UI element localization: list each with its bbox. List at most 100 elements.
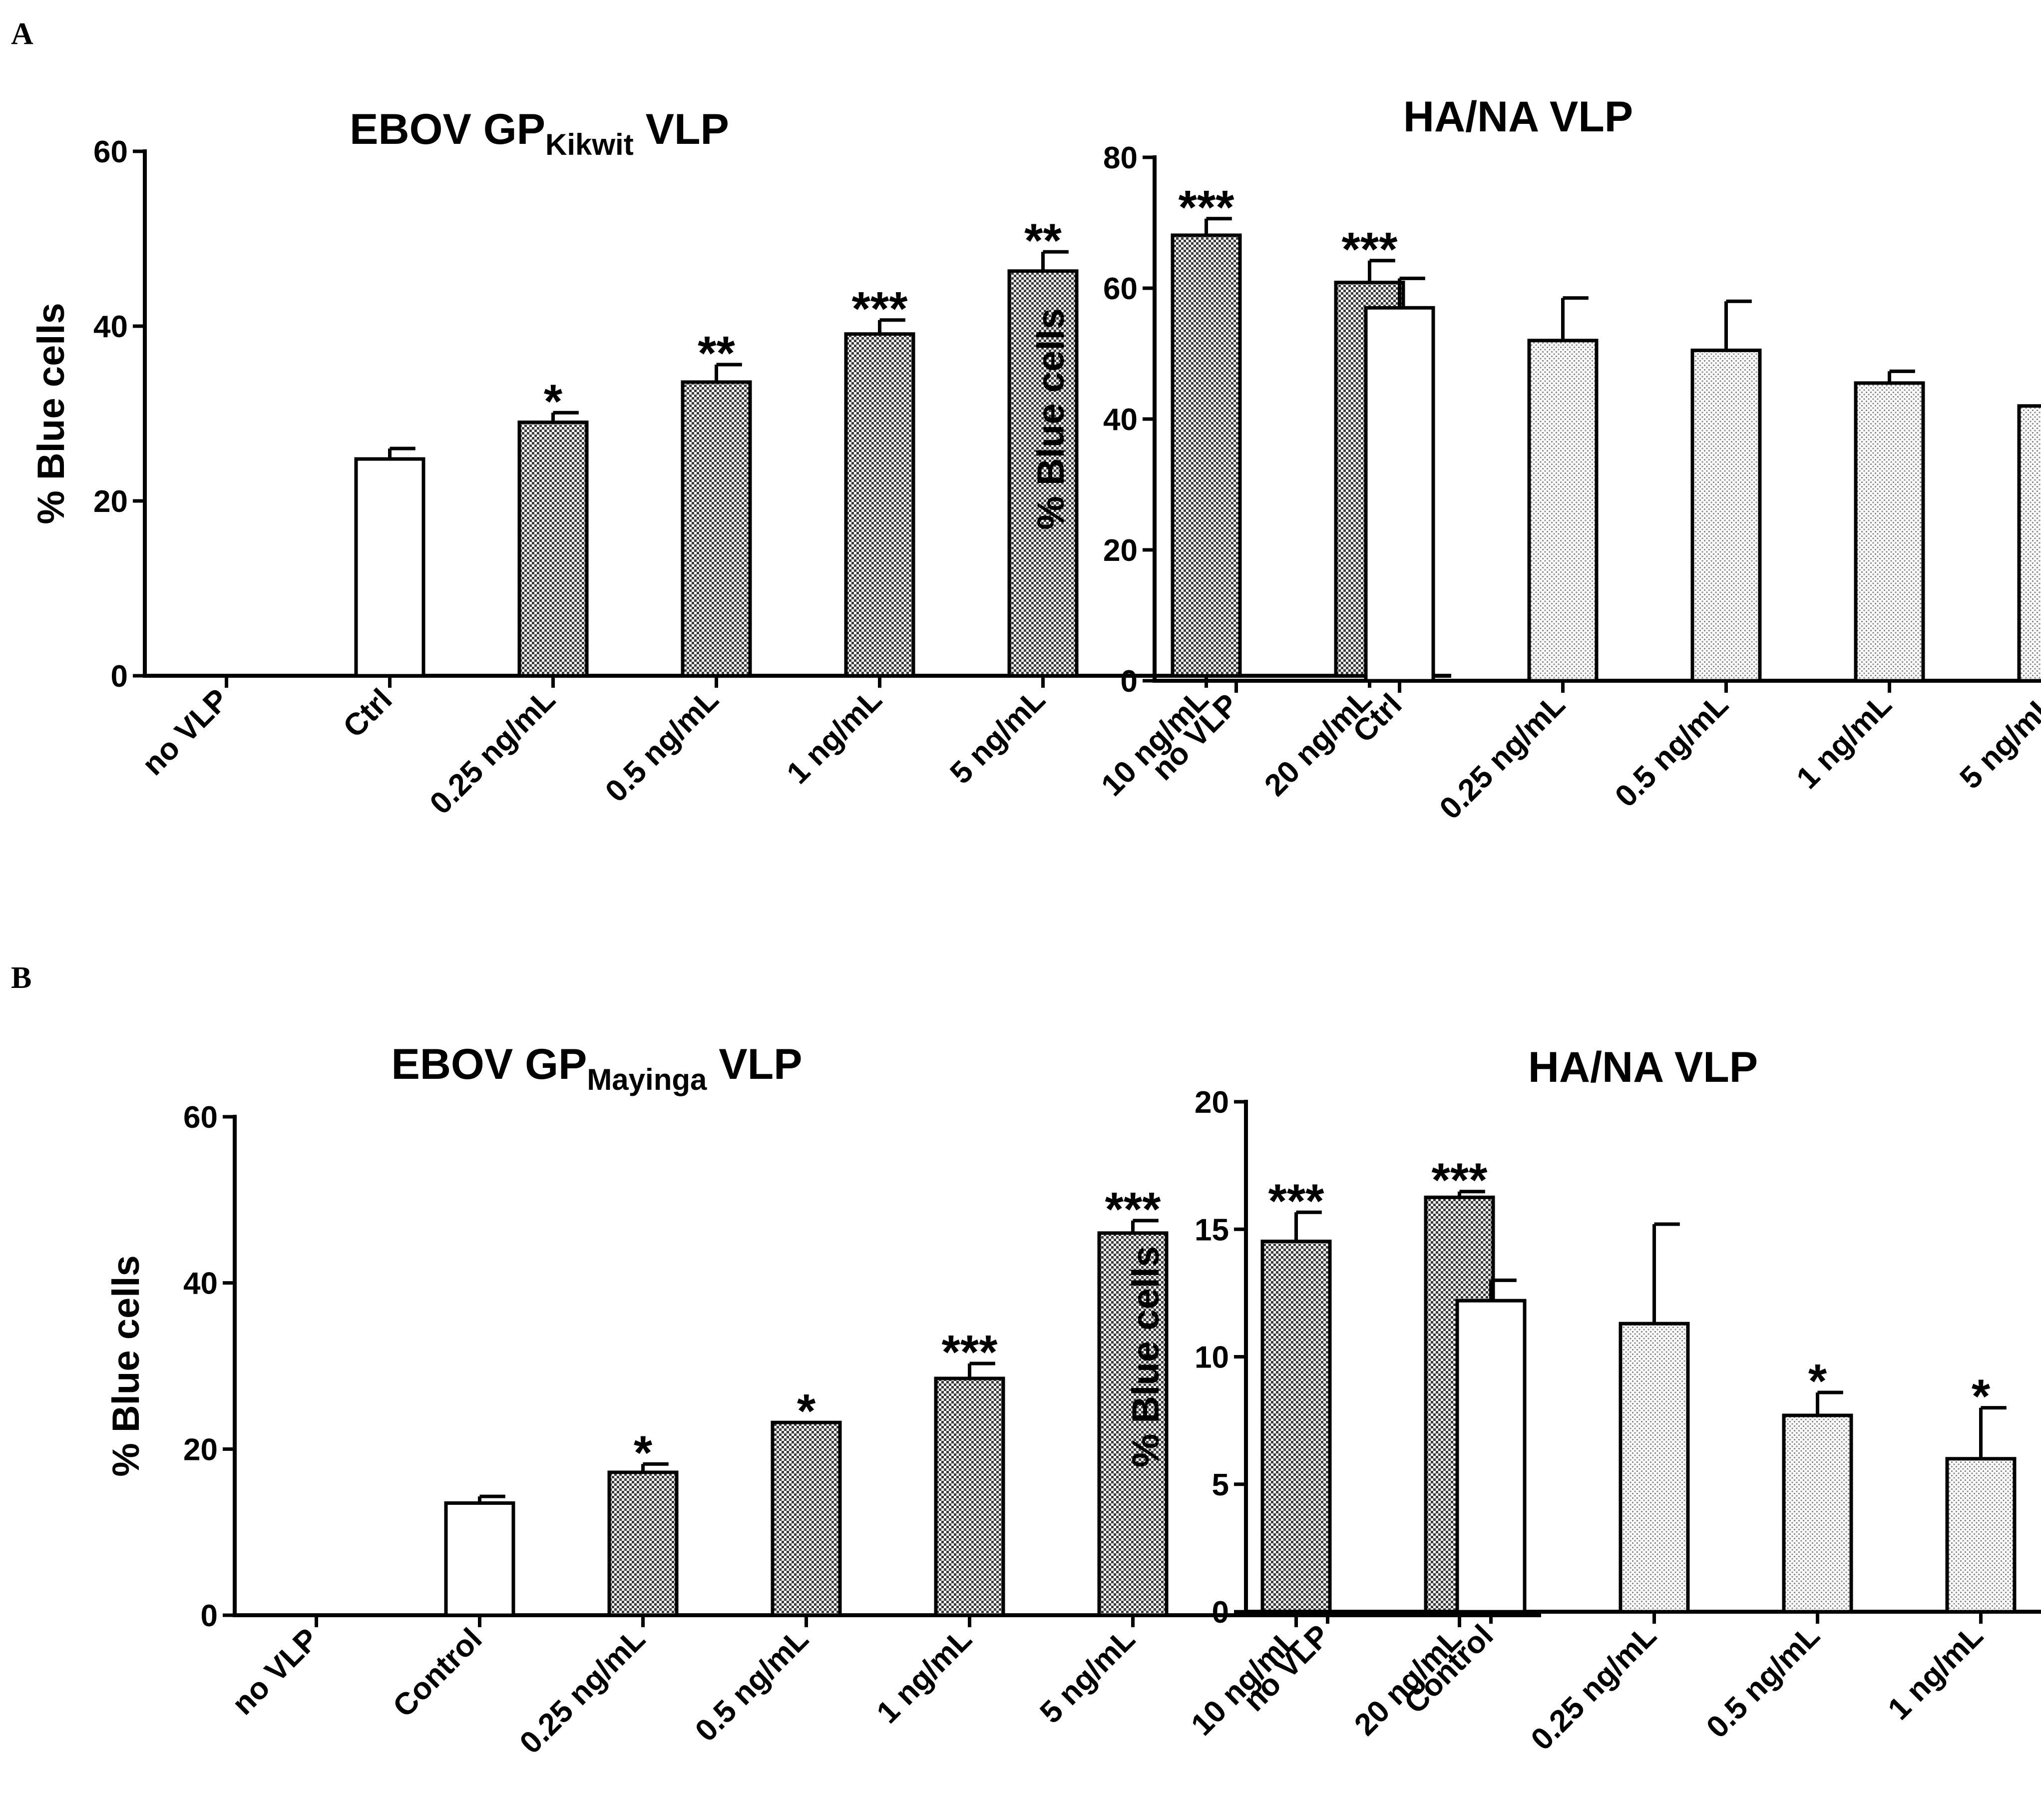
- error-bar: [968, 1362, 995, 1378]
- error-bar: [1294, 1210, 1322, 1242]
- category-label: 5 ng/mL: [1954, 687, 2041, 796]
- bar: [1690, 348, 1762, 683]
- significance-marker: *: [634, 1426, 653, 1479]
- chart-title-suffix: VLP: [634, 105, 729, 153]
- significance-marker: **: [1024, 214, 1062, 267]
- category-label: 1 ng/mL: [781, 682, 889, 791]
- category-label: 5 ng/mL: [944, 682, 1052, 791]
- chart-title-subscript: Mayinga: [587, 1063, 707, 1096]
- y-tick-label: 20: [183, 1432, 218, 1467]
- significance-marker: *: [1808, 1355, 1827, 1408]
- y-tick-label: 0: [201, 1599, 218, 1633]
- error-bar: [388, 447, 415, 459]
- chart-title: HA/NA VLP: [1528, 1043, 1758, 1091]
- category-label: 1 ng/mL: [870, 1622, 979, 1730]
- error-bar: [1368, 259, 1395, 283]
- error-bar: [1041, 250, 1069, 271]
- error-bar: [1131, 1219, 1159, 1233]
- y-tick-label: 60: [1103, 272, 1138, 306]
- error-bar: [478, 1494, 505, 1503]
- error-bar: [1724, 299, 1752, 351]
- bar: [1527, 339, 1599, 683]
- significance-marker: ***: [1431, 1154, 1488, 1207]
- y-axis-label: % Blue cells: [30, 303, 72, 524]
- bar: [1854, 381, 1925, 683]
- y-axis-label: % Blue cells: [105, 1255, 147, 1477]
- error-bar: [1489, 1278, 1517, 1301]
- y-tick-label: 80: [1103, 141, 1138, 175]
- significance-marker: **: [698, 327, 735, 380]
- category-label: 0.25 ng/mL: [1433, 687, 1572, 826]
- bar: [1007, 269, 1079, 678]
- bar: [1364, 306, 1435, 683]
- category-label: 1 ng/mL: [1882, 1618, 1990, 1727]
- bar: [607, 1470, 679, 1617]
- category-label: 0.5 ng/mL: [1700, 1618, 1826, 1745]
- category-label: 0.25 ng/mL: [423, 682, 562, 821]
- y-tick-label: 60: [93, 135, 128, 169]
- category-label: no VLP: [136, 682, 236, 782]
- chart-title-main: EBOV GP: [350, 105, 545, 153]
- bar: [1097, 1231, 1169, 1617]
- chart-title-main: HA/NA VLP: [1528, 1043, 1758, 1091]
- y-tick-label: 40: [183, 1267, 218, 1301]
- significance-marker: ***: [851, 282, 908, 336]
- significance-marker: ***: [1268, 1174, 1324, 1228]
- significance-marker: ***: [1105, 1183, 1161, 1236]
- chart-title: HA/NA VLP: [1403, 93, 1633, 141]
- bar: [1619, 1322, 1690, 1614]
- error-bar: [1561, 296, 1589, 341]
- significance-marker: *: [1972, 1370, 1991, 1423]
- bar: [681, 380, 752, 678]
- y-tick-label: 20: [93, 484, 128, 519]
- chart-title-subscript: Kikwit: [545, 128, 634, 161]
- category-label: 20 ng/mL: [1258, 682, 1378, 803]
- y-tick-label: 0: [111, 659, 128, 694]
- chart-title-main: EBOV GP: [391, 1040, 587, 1088]
- y-tick-label: 0: [1212, 1595, 1229, 1630]
- category-label: 5 ng/mL: [1034, 1622, 1142, 1730]
- bar: [1782, 1413, 1853, 1614]
- bar: [1260, 1240, 1332, 1617]
- y-tick-label: 20: [1195, 1085, 1229, 1120]
- y-tick-label: 20: [1103, 533, 1138, 568]
- bar: [844, 332, 915, 678]
- category-label: 0.25 ng/mL: [1525, 1618, 1663, 1757]
- category-label: 1 ng/mL: [1790, 687, 1899, 796]
- y-tick-label: 40: [1103, 403, 1138, 437]
- bar: [1945, 1457, 2017, 1614]
- significance-marker: ***: [1178, 181, 1234, 234]
- error-bar: [1816, 1390, 1843, 1415]
- category-label: Ctrl: [337, 682, 399, 744]
- bar: [2017, 404, 2041, 683]
- bar: [517, 421, 589, 678]
- panel-label-a: A: [11, 17, 33, 51]
- error-bar: [1652, 1222, 1680, 1324]
- error-bar: [1458, 1190, 1485, 1198]
- category-label: 0.25 ng/mL: [513, 1622, 652, 1761]
- bar: [1455, 1299, 1527, 1614]
- error-bar: [1888, 369, 1915, 383]
- y-tick-label: 5: [1212, 1468, 1229, 1502]
- error-bar: [551, 411, 579, 423]
- significance-marker: *: [797, 1384, 816, 1438]
- error-bar: [878, 318, 905, 334]
- y-tick-label: 10: [1195, 1341, 1229, 1375]
- significance-marker: *: [544, 375, 563, 428]
- bar: [934, 1376, 1005, 1617]
- panel-label-b: B: [11, 961, 31, 995]
- y-tick-label: 40: [93, 310, 128, 344]
- y-tick-label: 0: [1121, 664, 1138, 699]
- error-bar: [715, 363, 742, 382]
- category-label: Control: [387, 1622, 489, 1724]
- category-label: 0.5 ng/mL: [1609, 687, 1735, 814]
- category-label: 0.5 ng/mL: [689, 1622, 815, 1748]
- error-bar: [1398, 276, 1425, 308]
- chart-title: EBOV GPKikwit VLP: [350, 105, 729, 161]
- bar: [444, 1501, 515, 1617]
- error-bar: [1979, 1406, 2007, 1459]
- category-label: no VLP: [226, 1622, 326, 1722]
- chart-title-main: HA/NA VLP: [1403, 93, 1633, 141]
- chart-title: EBOV GPMayinga VLP: [391, 1040, 802, 1096]
